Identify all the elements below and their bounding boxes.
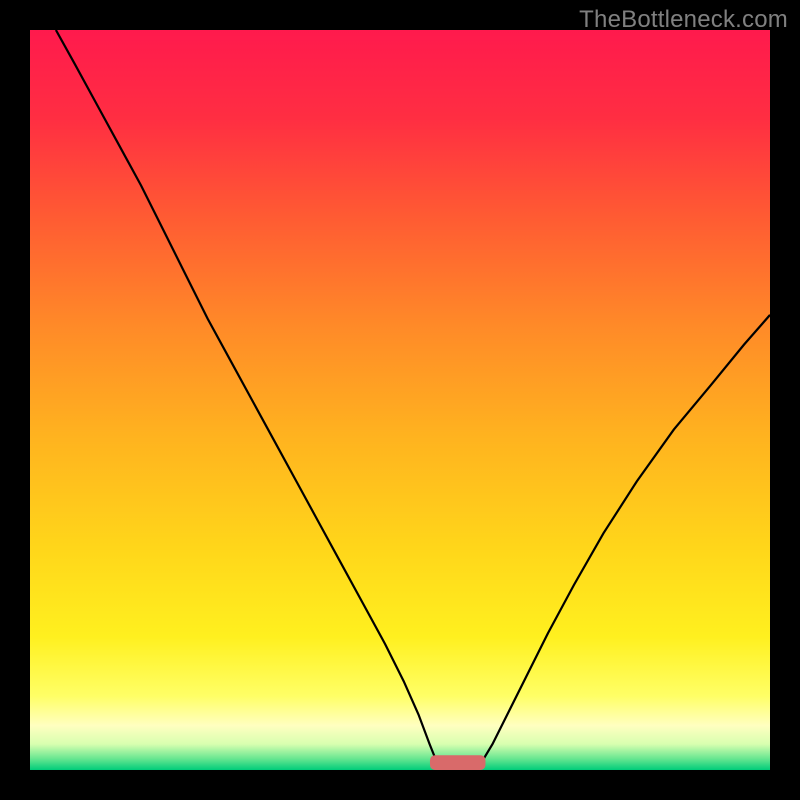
optimal-marker xyxy=(430,755,486,770)
bottleneck-plot xyxy=(30,30,770,770)
chart-container: TheBottleneck.com xyxy=(0,0,800,800)
gradient-background xyxy=(30,30,770,770)
